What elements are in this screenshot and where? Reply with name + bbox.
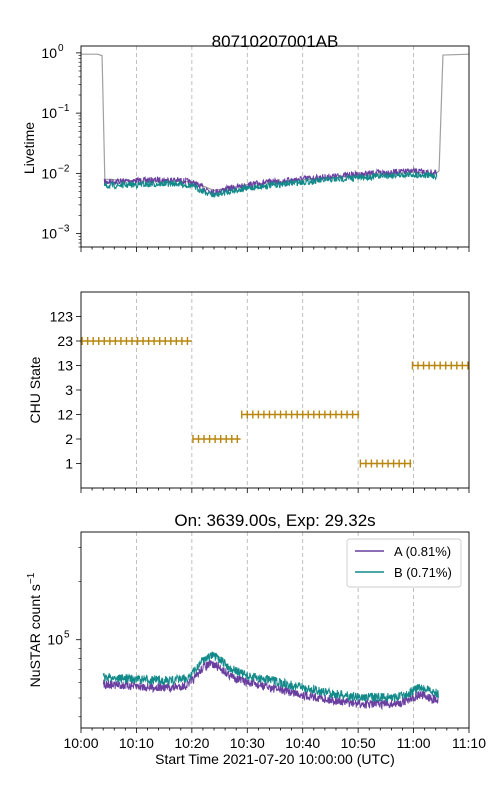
x-tick-label: 10:10 — [119, 735, 154, 751]
y-tick-label: 10 — [47, 632, 63, 648]
y-tick-exponent: −3 — [58, 224, 70, 235]
x-axis-label: Start Time 2021-07-20 10:00:00 (UTC) — [155, 751, 395, 767]
x-tick-label: 10:40 — [285, 735, 320, 751]
count-rate-series-b — [102, 651, 439, 702]
y-tick-label: 23 — [57, 333, 73, 349]
legend: A (0.81%) B (0.71%) — [346, 538, 462, 588]
count-rate-y-ticks: 10 5 — [47, 547, 81, 718]
y-tick-label: 12 — [57, 407, 73, 423]
y-tick-label: 13 — [57, 358, 73, 374]
chu-markers — [81, 337, 469, 468]
y-tick-label: 10 — [41, 165, 57, 181]
y-tick-label: 1 — [65, 456, 73, 472]
livetime-gridlines — [136, 46, 414, 247]
livetime-series — [81, 53, 470, 199]
count-rate-y-label-text: NuSTAR count s — [27, 584, 43, 687]
livetime-axes-frame — [80, 45, 470, 248]
chu-axes-frame — [80, 291, 470, 489]
y-tick-label: 10 — [41, 226, 57, 242]
count-rate-y-label-exponent: −1 — [26, 572, 37, 584]
chu-gridlines — [136, 292, 414, 488]
count-rate-title: On: 3639.00s, Exp: 29.32s — [174, 511, 375, 530]
count-rate-axes-frame — [80, 531, 470, 729]
y-tick-exponent: 0 — [58, 43, 64, 54]
y-tick-label: 10 — [41, 45, 57, 61]
livetime-y-label: Livetime — [21, 122, 37, 174]
count-rate-series-a — [102, 659, 439, 711]
legend-label-b: B (0.71%) — [394, 565, 452, 580]
y-tick-label: 10 — [41, 105, 57, 121]
y-tick-label: 123 — [50, 309, 74, 325]
count-rate-y-label: NuSTAR count s−1 — [26, 572, 43, 687]
y-tick-label: 3 — [65, 382, 73, 398]
livetime-x-ticks — [80, 247, 470, 252]
livetime-title: 80710207001AB — [212, 32, 339, 51]
x-tick-label: 10:00 — [63, 735, 98, 751]
x-tick-label: 10:20 — [174, 735, 209, 751]
y-tick-exponent: 5 — [64, 630, 70, 641]
y-tick-exponent: −1 — [58, 103, 70, 114]
x-tick-label: 10:30 — [230, 735, 265, 751]
chu-y-label: CHU State — [27, 356, 43, 423]
y-tick-exponent: −2 — [58, 163, 70, 174]
livetime-series-b — [103, 170, 438, 199]
x-tick-label: 11:10 — [452, 735, 486, 751]
x-tick-label: 11:00 — [397, 735, 431, 751]
y-tick-label: 2 — [65, 431, 73, 447]
legend-label-a: A (0.81%) — [394, 544, 451, 559]
count-rate-x-ticks: 10:00 10:10 10:20 10:30 10:40 10:50 11:00 11:10 — [63, 728, 486, 751]
x-tick-label: 10:50 — [341, 735, 376, 751]
chu-x-ticks — [80, 488, 470, 493]
count-rate-series — [102, 651, 439, 711]
count-rate-panel: On: 3639.00s, Exp: 29.32s 10 5 10:00 10:10… — [26, 511, 486, 767]
